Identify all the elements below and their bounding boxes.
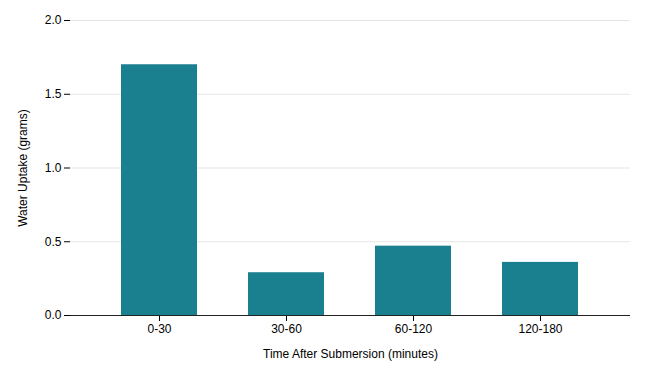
svg-text:Water Uptake (grams): Water Uptake (grams) <box>16 109 30 227</box>
svg-text:0-30: 0-30 <box>147 322 171 336</box>
svg-text:1.5: 1.5 <box>45 87 62 101</box>
svg-text:0.5: 0.5 <box>45 235 62 249</box>
svg-text:30-60: 30-60 <box>271 322 302 336</box>
svg-text:0.0: 0.0 <box>45 308 62 322</box>
svg-text:60-120: 60-120 <box>395 322 433 336</box>
svg-text:1.0: 1.0 <box>45 161 62 175</box>
svg-text:Time After Submersion (minutes: Time After Submersion (minutes) <box>263 347 438 361</box>
svg-text:120-180: 120-180 <box>518 322 562 336</box>
svg-text:2.0: 2.0 <box>45 13 62 27</box>
